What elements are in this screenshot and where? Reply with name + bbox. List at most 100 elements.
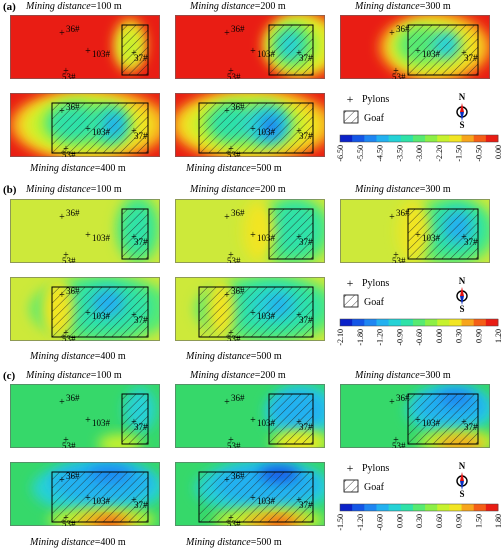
colorbar-tick-label: 0.60 [435, 514, 444, 528]
goaf-area [198, 102, 314, 154]
colorbar-swatch [412, 319, 426, 326]
pylons-legend-label: Pylons [362, 463, 389, 474]
colorbar-swatch [376, 504, 390, 511]
pylon-label: 103# [92, 127, 111, 137]
colorbar-tick-label: -0.50 [474, 145, 483, 162]
caption-b2: Mining distance=200 m [190, 184, 286, 195]
pylon-label: 36# [66, 102, 80, 112]
colorbar-swatch [449, 504, 462, 511]
pylon-label: 36# [396, 208, 410, 218]
row-label-a: (a) [3, 1, 16, 13]
colorbar-tick-label: 1.50 [474, 514, 483, 528]
compass-south-label: S [459, 489, 464, 499]
pylon-marker-icon: + [224, 106, 230, 117]
pylon-label: 103# [92, 49, 111, 59]
pylon-marker-icon: + [296, 310, 302, 321]
compass-needle [460, 472, 464, 481]
compass-north-label: N [459, 92, 466, 102]
contour-blob [243, 201, 275, 261]
colorbar-tick-label: -1.20 [376, 329, 385, 346]
colorbar-tick-label: -0.90 [395, 329, 404, 346]
pylon-label: 103# [257, 496, 276, 506]
pylon-label: 37# [299, 53, 313, 63]
colorbar-swatch [352, 504, 365, 511]
pylon-marker-icon: + [228, 435, 234, 446]
legend-a: + Pylons Goaf N S -6.50 -5.50 -4.50 -3.50 -3.00 -2… [336, 92, 502, 162]
pylon-marker-icon: + [85, 493, 91, 504]
pylon-label: 53# [227, 334, 241, 341]
pylon-marker-icon: + [63, 144, 69, 155]
pylon-marker-icon: + [59, 475, 65, 486]
colorbar-swatch [485, 319, 499, 326]
contour-panel-b3: +36#+ 103# +37#+53# [340, 199, 490, 263]
pylon-marker-icon: + [63, 66, 69, 77]
compass-needle [460, 112, 464, 121]
colorbar-swatch [340, 319, 353, 326]
colorbar-tick-label: -5.50 [356, 145, 365, 162]
colorbar-swatch [449, 319, 462, 326]
pylon-label: 36# [231, 208, 245, 218]
pylon-label: 53# [392, 441, 406, 448]
pylon-label: 53# [392, 256, 406, 263]
pylon-marker-icon: + [85, 415, 91, 426]
pylon-marker-icon: + [389, 212, 395, 223]
contour-panel-a1: +36#+ 103# +37#+53# [10, 15, 160, 79]
compass-needle [460, 287, 464, 296]
pylon-label: 36# [66, 471, 80, 481]
pylon-label: 103# [92, 233, 111, 243]
pylon-label: 37# [134, 500, 148, 510]
pylon-marker-icon: + [415, 46, 421, 57]
goaf-area [268, 208, 314, 260]
pylon-label: 37# [464, 237, 478, 247]
caption-a1: Mining distance=100 m [26, 1, 122, 12]
colorbar-tick-label: -1.50 [455, 145, 464, 162]
pylon-marker-icon: + [296, 417, 302, 428]
contour-panel-c4: +36#+ 103# +37#+53# [10, 462, 160, 526]
colorbar-tick-label: -3.50 [395, 145, 404, 162]
pylon-label: 53# [62, 150, 76, 157]
pylon-marker-icon: + [131, 495, 137, 506]
contour-panel-b4: +36#+ 103# +37#+53# [10, 277, 160, 341]
pylon-label: 53# [227, 72, 241, 79]
pylon-marker-icon: + [296, 495, 302, 506]
pylon-marker-icon: + [59, 28, 65, 39]
pylon-marker-icon: + [59, 397, 65, 408]
pylon-label: 37# [299, 131, 313, 141]
pylon-label: 37# [464, 422, 478, 432]
pylon-label: 37# [299, 237, 313, 247]
pylon-marker-icon: + [461, 232, 467, 243]
pylon-legend-icon: + [347, 276, 354, 290]
pylon-marker-icon: + [85, 230, 91, 241]
colorbar-swatch [485, 135, 499, 142]
colorbar-tick-label: 0.90 [455, 514, 464, 528]
colorbar-swatch [473, 504, 487, 511]
pylon-marker-icon: + [85, 46, 91, 57]
pylon-marker-icon: + [389, 397, 395, 408]
contour-panel-c1: +36#+ 103# +37#+53# [10, 384, 160, 448]
goaf-area [198, 286, 314, 338]
pylon-label: 53# [227, 150, 241, 157]
colorbar-swatch [400, 504, 414, 511]
pylon-marker-icon: + [461, 417, 467, 428]
goaf-area [268, 24, 314, 76]
colorbar-tick-label: -0.60 [415, 329, 424, 346]
goaf-area [407, 208, 479, 260]
colorbar-swatch [364, 504, 377, 511]
colorbar-tick-label: 0.30 [455, 329, 464, 343]
colorbar-swatch [461, 135, 475, 142]
pylon-legend-icon: + [347, 461, 354, 475]
colorbar-tick-label: -1.80 [356, 329, 365, 346]
colorbar-swatch [352, 135, 365, 142]
pylon-marker-icon: + [393, 66, 399, 77]
pylon-marker-icon: + [228, 328, 234, 339]
pylon-label: 103# [422, 233, 441, 243]
colorbar-tick-label: 0.90 [474, 329, 483, 343]
compass-south-label: S [459, 304, 464, 314]
pylon-marker-icon: + [228, 144, 234, 155]
pylon-label: 103# [257, 311, 276, 321]
contour-panel-a2: +36#+ 103# +37#+53# [175, 15, 325, 79]
colorbar-tick-label: -1.50 [336, 514, 345, 531]
colorbar-tick-label: -6.50 [336, 145, 345, 162]
pylon-marker-icon: + [131, 126, 137, 137]
caption-c4: Mining distance=400 m [30, 537, 126, 548]
